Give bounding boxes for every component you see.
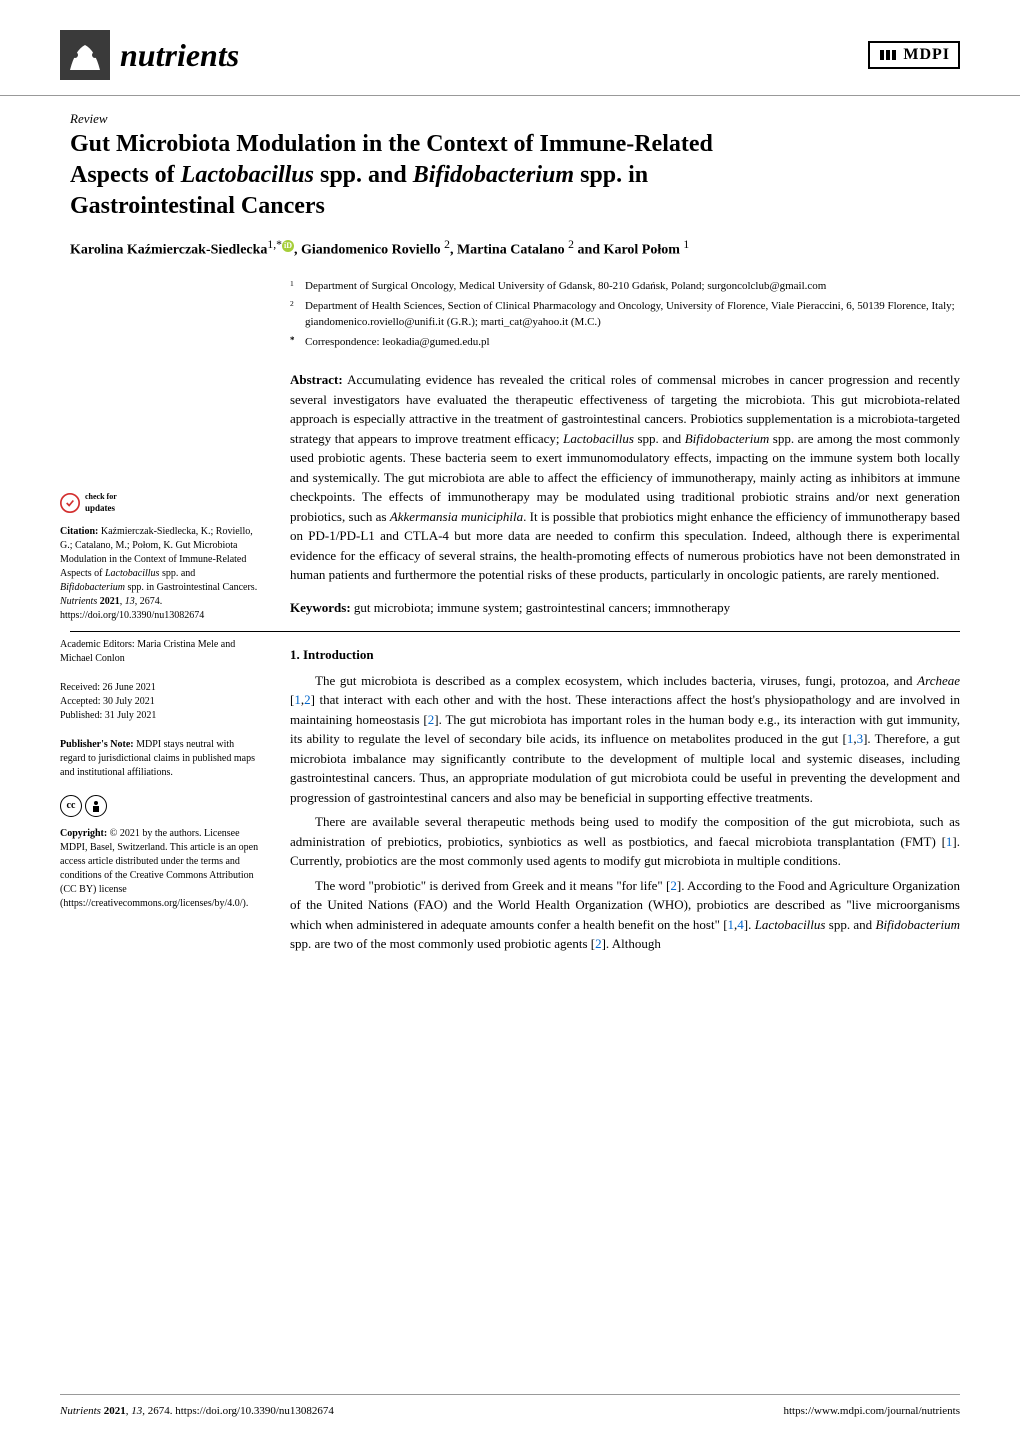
check-text: check for updates xyxy=(85,491,117,515)
cc-badge: cc xyxy=(60,795,260,817)
footer-right: https://www.mdpi.com/journal/nutrients xyxy=(784,1405,961,1417)
mdpi-logo: MDPI xyxy=(868,41,960,69)
keywords-label: Keywords: xyxy=(290,600,351,615)
author1: Karolina Kaźmierczak-Siedlecka xyxy=(70,242,267,257)
author4: and Karol Połom xyxy=(574,242,680,257)
ref-link[interactable]: 1 xyxy=(946,834,953,849)
authors: Karolina Kaźmierczak-Siedlecka1,*iD, Gia… xyxy=(70,238,960,259)
affiliation-1: 1 Department of Surgical Oncology, Medic… xyxy=(290,278,960,295)
corr-text: Correspondence: leokadia@gumed.edu.pl xyxy=(305,334,960,351)
aff2-text: Department of Health Sciences, Section o… xyxy=(305,298,960,331)
mdpi-text: MDPI xyxy=(903,46,950,63)
editors-section: Academic Editors: Maria Cristina Mele an… xyxy=(60,638,260,666)
journal-logo-group: nutrients xyxy=(60,30,239,80)
aff1-text: Department of Surgical Oncology, Medical… xyxy=(305,278,960,295)
title-line1: Gut Microbiota Modulation in the Context… xyxy=(70,131,713,157)
affiliations: 1 Department of Surgical Oncology, Medic… xyxy=(70,278,960,350)
ref-link[interactable]: 2 xyxy=(428,712,435,727)
keywords-text: gut microbiota; immune system; gastroint… xyxy=(354,600,730,615)
copyright-text: © 2021 by the authors. Licensee MDPI, Ba… xyxy=(60,828,258,909)
citation-label: Citation: xyxy=(60,526,98,537)
main-content: Review Gut Microbiota Modulation in the … xyxy=(0,96,1020,959)
by-icon xyxy=(85,795,107,817)
abstract-text: Abstract: Accumulating evidence has reve… xyxy=(290,370,960,585)
ref-link[interactable]: 2 xyxy=(670,878,677,893)
ref-link[interactable]: 2 xyxy=(304,692,311,707)
dates-section: Received: 26 June 2021 Accepted: 30 July… xyxy=(60,681,260,723)
published-date: Published: 31 July 2021 xyxy=(60,709,260,723)
received-date: Received: 26 June 2021 xyxy=(60,681,260,695)
check-updates-icon xyxy=(60,493,80,513)
copyright-section: Copyright: © 2021 by the authors. Licens… xyxy=(60,827,260,911)
journal-name: nutrients xyxy=(120,37,239,74)
orcid-icon[interactable]: iD xyxy=(282,240,294,252)
ref-link[interactable]: 1 xyxy=(294,692,301,707)
correspondence: * Correspondence: leokadia@gumed.edu.pl xyxy=(290,334,960,351)
author1-sup: 1, xyxy=(267,238,276,251)
copyright-label: Copyright: xyxy=(60,828,107,839)
cc-icon: cc xyxy=(60,795,82,817)
abstract-label: Abstract: xyxy=(290,372,343,387)
nutrients-logo-icon xyxy=(60,30,110,80)
publishers-note-section: Publisher's Note: MDPI stays neutral wit… xyxy=(60,738,260,780)
publishers-note-label: Publisher's Note: xyxy=(60,739,134,750)
sidebar: check for updates Citation: Kaźmierczak-… xyxy=(60,491,260,926)
author3: , Martina Catalano xyxy=(450,242,565,257)
page-footer: Nutrients 2021, 13, 2674. https://doi.or… xyxy=(60,1394,960,1417)
article-title: Gut Microbiota Modulation in the Context… xyxy=(70,129,960,223)
aff1-num: 1 xyxy=(290,279,294,288)
page-header: nutrients MDPI xyxy=(0,0,1020,96)
ref-link[interactable]: 3 xyxy=(857,731,864,746)
corr-num: * xyxy=(290,335,295,345)
footer-left: Nutrients 2021, 13, 2674. https://doi.or… xyxy=(60,1405,334,1417)
ref-link[interactable]: 4 xyxy=(737,917,744,932)
updates-label: updates xyxy=(85,502,117,515)
check-for-label: check for xyxy=(85,491,117,502)
check-updates[interactable]: check for updates xyxy=(60,491,260,515)
citation-section: Citation: Kaźmierczak-Siedlecka, K.; Rov… xyxy=(60,525,260,623)
author2: , Giandomenico Roviello xyxy=(294,242,441,257)
accepted-date: Accepted: 30 July 2021 xyxy=(60,695,260,709)
author4-sup: 1 xyxy=(683,238,689,251)
article-column: Review Gut Microbiota Modulation in the … xyxy=(60,111,960,959)
ref-link[interactable]: 2 xyxy=(595,936,602,951)
title-line3: Gastrointestinal Cancers xyxy=(70,193,325,219)
mdpi-icon xyxy=(878,48,898,62)
aff2-num: 2 xyxy=(290,299,294,308)
title-line2: Aspects of Lactobacillus spp. and Bifido… xyxy=(70,162,648,188)
affiliation-2: 2 Department of Health Sciences, Section… xyxy=(290,298,960,331)
ref-link[interactable]: 1 xyxy=(847,731,854,746)
article-type: Review xyxy=(70,111,960,127)
ref-link[interactable]: 1 xyxy=(728,917,735,932)
